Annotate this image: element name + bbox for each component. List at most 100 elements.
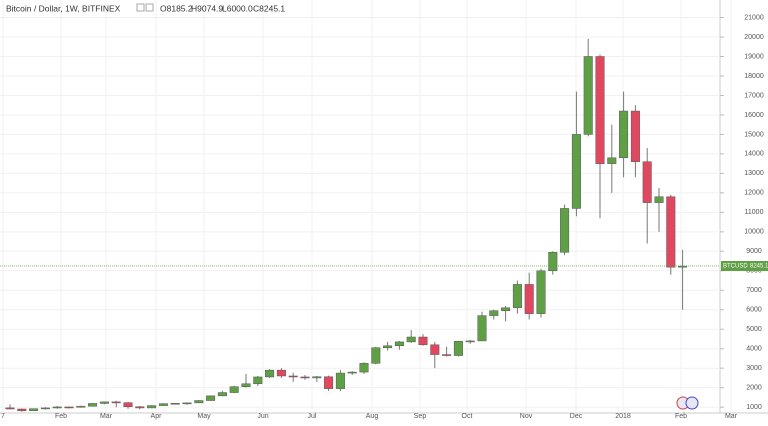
candle-body	[40, 407, 50, 410]
x-tick-label: Jun	[257, 413, 268, 420]
candle-body	[194, 400, 204, 404]
candle-body	[324, 376, 334, 389]
candle-body	[595, 56, 605, 164]
y-tick-label: 21000	[744, 14, 764, 21]
candle-body	[312, 376, 322, 379]
candle-body	[335, 372, 345, 389]
x-tick-label: Mar	[725, 413, 738, 420]
candle-body	[512, 284, 522, 309]
y-tick-label: 3000	[746, 365, 762, 372]
candle-body	[536, 270, 546, 314]
candle-body	[29, 408, 39, 411]
candle-body	[371, 347, 381, 364]
x-tick-label: Apr	[151, 413, 163, 420]
x-tick-label: Mar	[100, 413, 113, 420]
candle-body	[630, 110, 640, 162]
candle-body	[383, 345, 393, 348]
y-tick-label: 7000	[746, 287, 762, 294]
y-tick-label: 6000	[746, 307, 762, 314]
candle-body	[217, 392, 227, 397]
y-tick-label: 10000	[744, 229, 764, 236]
y-tick-label: 19000	[744, 53, 764, 60]
candle-body	[135, 406, 145, 409]
y-tick-label: 9000	[746, 248, 762, 255]
x-tick-label: 2018	[615, 413, 631, 420]
y-tick-label: 5000	[746, 326, 762, 333]
candle-body	[442, 354, 452, 356]
y-tick-label: 4000	[746, 346, 762, 353]
candle-body	[206, 395, 216, 401]
candle-body	[347, 371, 357, 374]
icon	[145, 3, 154, 12]
candle-body	[430, 344, 440, 355]
x-tick-label: Dec	[570, 413, 583, 420]
x-tick-label: Feb	[675, 413, 687, 420]
candles	[5, 38, 688, 412]
y-tick-label: 11000	[745, 209, 764, 216]
y-tick-label: 8000	[746, 268, 762, 275]
candle-body	[548, 252, 558, 272]
y-tick-label: 17000	[744, 92, 764, 99]
candle-body	[489, 310, 499, 316]
event-icon	[685, 396, 699, 410]
x-tick-label: Oct	[462, 413, 473, 420]
candle-body	[5, 407, 15, 410]
x-tick-label: Aug	[366, 413, 379, 420]
y-tick-label: 1000	[746, 404, 762, 411]
candle-body	[265, 369, 275, 378]
y-tick-label: 20000	[744, 34, 764, 41]
y-tick-label: 13000	[744, 170, 764, 177]
candle-body	[111, 401, 121, 404]
candle-body	[406, 336, 416, 343]
x-tick-label: Jul	[308, 413, 317, 420]
candle-body	[607, 157, 617, 164]
candle-body	[17, 408, 27, 411]
candle-body	[229, 386, 239, 393]
candle-body	[666, 196, 676, 268]
x-tick-label: May	[197, 413, 211, 420]
candle-body	[619, 110, 629, 159]
y-tick-label: 2000	[746, 385, 762, 392]
candle-body	[465, 340, 475, 343]
candle-body	[642, 161, 652, 203]
candle-body	[88, 403, 98, 407]
candle-body	[571, 134, 581, 209]
y-tick-label: 16000	[744, 112, 764, 119]
candle-body	[76, 405, 86, 408]
candle-body	[123, 402, 133, 408]
candle-body	[477, 315, 487, 342]
candle-body	[453, 341, 463, 356]
candle-body	[158, 403, 168, 406]
candle-body	[654, 196, 664, 203]
candle-body	[394, 341, 404, 347]
y-tick-label: 18000	[744, 73, 764, 80]
icon	[136, 3, 145, 12]
y-tick-label: 15000	[744, 131, 764, 138]
candle-body	[99, 401, 109, 404]
candle-body	[583, 56, 593, 135]
x-tick-label: Sep	[414, 413, 427, 420]
candle-body	[276, 369, 286, 377]
ohlc-value: L6000.0	[222, 3, 253, 13]
candle-body	[182, 402, 192, 405]
x-tick-label: Feb	[55, 413, 67, 420]
y-tick-label: 12000	[744, 190, 764, 197]
candle-body	[560, 208, 570, 253]
plot-area	[0, 0, 720, 413]
candle-body	[418, 336, 428, 346]
x-tick-label: Nov	[520, 413, 533, 420]
candle-body	[253, 376, 263, 385]
candle-body	[300, 376, 310, 379]
chart-title: Bitcoin / Dollar, 1W, BITFINEX	[6, 3, 121, 13]
candle-body	[288, 375, 298, 378]
ohlc-value: O8185.2	[160, 3, 193, 13]
x-tick-label: 7	[1, 413, 5, 420]
candle-body	[52, 406, 62, 409]
y-tick-label: 14000	[744, 151, 764, 158]
ohlc-value: C8245.1	[253, 3, 285, 13]
price-badge	[721, 261, 768, 272]
candle-body	[524, 284, 534, 314]
